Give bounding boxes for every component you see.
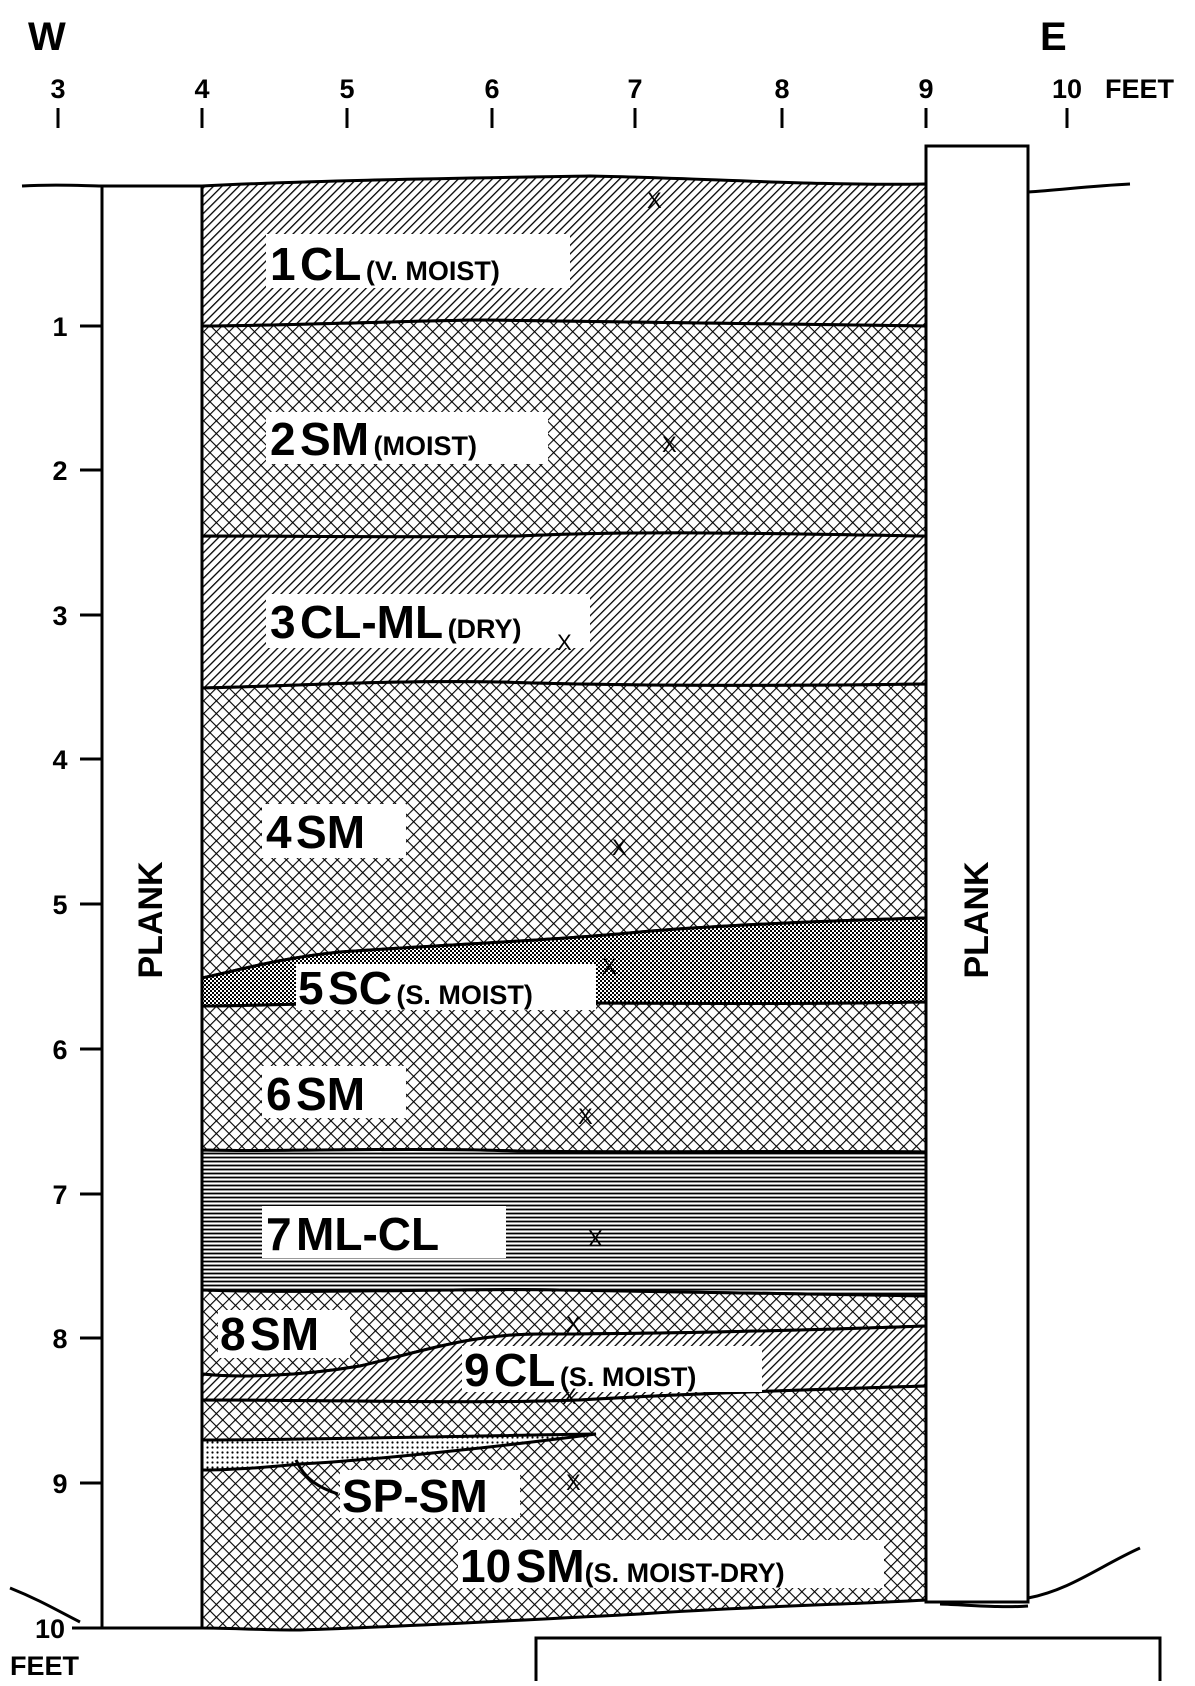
sp-sm-lens-fill bbox=[200, 1432, 597, 1472]
west-plank bbox=[100, 184, 204, 1630]
h-tick-10: 10 bbox=[1052, 74, 1082, 104]
layer-8-label: 8 SM bbox=[220, 1308, 319, 1360]
sample-marker: X bbox=[662, 432, 677, 457]
bottom-frame bbox=[534, 1636, 1162, 1681]
v-tick-1: 1 bbox=[52, 312, 67, 342]
h-tick-3: 3 bbox=[50, 74, 65, 104]
layer-7-label: 7 ML-CL bbox=[266, 1208, 439, 1260]
v-tick-10: 10 bbox=[35, 1614, 65, 1644]
v-tick-5: 5 bbox=[52, 890, 67, 920]
sample-marker: X bbox=[578, 1104, 593, 1129]
layer-6-label: 6 SM bbox=[266, 1068, 365, 1120]
ground-lines bbox=[9, 182, 1141, 1624]
west-label: W bbox=[28, 15, 66, 59]
west-plank-label: PLANK bbox=[132, 861, 170, 979]
sample-marker: X bbox=[647, 188, 662, 213]
v-tick-8: 8 bbox=[52, 1324, 67, 1354]
sp-sm-leader bbox=[294, 1459, 339, 1496]
h-tick-7: 7 bbox=[627, 74, 642, 104]
h-scale-unit: FEET bbox=[1105, 74, 1175, 104]
v-tick-9: 9 bbox=[52, 1469, 67, 1499]
sp-sm-lens-label: SP-SM bbox=[342, 1470, 488, 1522]
layer-2-label: 2 SM (MOIST) bbox=[270, 413, 477, 465]
sample-marker: X bbox=[612, 835, 627, 860]
h-tick-9: 9 bbox=[918, 74, 933, 104]
sample-marker: X bbox=[602, 954, 617, 979]
layer-9-label: 9 CL (S. MOIST) bbox=[464, 1344, 696, 1396]
v-scale-unit: FEET bbox=[10, 1651, 80, 1681]
h-tick-5: 5 bbox=[339, 74, 354, 104]
v-tick-3: 3 bbox=[52, 601, 67, 631]
east-label: E bbox=[1040, 15, 1067, 59]
east-plank bbox=[924, 144, 1030, 1604]
h-tick-6: 6 bbox=[484, 74, 499, 104]
vertical-scale: 1 2 3 4 5 6 7 8 9 10 FEET bbox=[10, 312, 102, 1681]
layer-10-fill bbox=[200, 1384, 928, 1632]
sample-marker: X bbox=[566, 1470, 581, 1495]
sample-marker: X bbox=[588, 1226, 603, 1251]
sample-marker: X bbox=[562, 1384, 577, 1409]
h-tick-8: 8 bbox=[774, 74, 789, 104]
layer-4-label: 4 SM bbox=[266, 806, 365, 858]
soil-layers bbox=[200, 174, 928, 1632]
v-tick-4: 4 bbox=[52, 745, 67, 775]
layer-5-label: 5 SC (S. MOIST) bbox=[298, 962, 533, 1014]
v-tick-2: 2 bbox=[52, 456, 67, 486]
layer-labels: 1 CL (V. MOIST) 2 SM (MOIST) 3 CL-ML (DR… bbox=[218, 234, 884, 1592]
layer-1-label: 1 CL (V. MOIST) bbox=[270, 238, 500, 290]
v-tick-6: 6 bbox=[52, 1035, 67, 1065]
layer-3-label: 3 CL-ML (DRY) bbox=[270, 596, 522, 648]
h-tick-4: 4 bbox=[194, 74, 209, 104]
sample-markers: X X X X X X X X X X bbox=[557, 188, 677, 1495]
v-tick-7: 7 bbox=[52, 1180, 67, 1210]
layer-10-label: 10 SM(S. MOIST-DRY) bbox=[460, 1540, 785, 1592]
sample-marker: X bbox=[566, 1312, 581, 1337]
horizontal-scale: 3 4 5 6 7 8 9 10 FEET bbox=[50, 74, 1175, 128]
sample-marker: X bbox=[557, 630, 572, 655]
east-plank-label: PLANK bbox=[958, 861, 996, 979]
